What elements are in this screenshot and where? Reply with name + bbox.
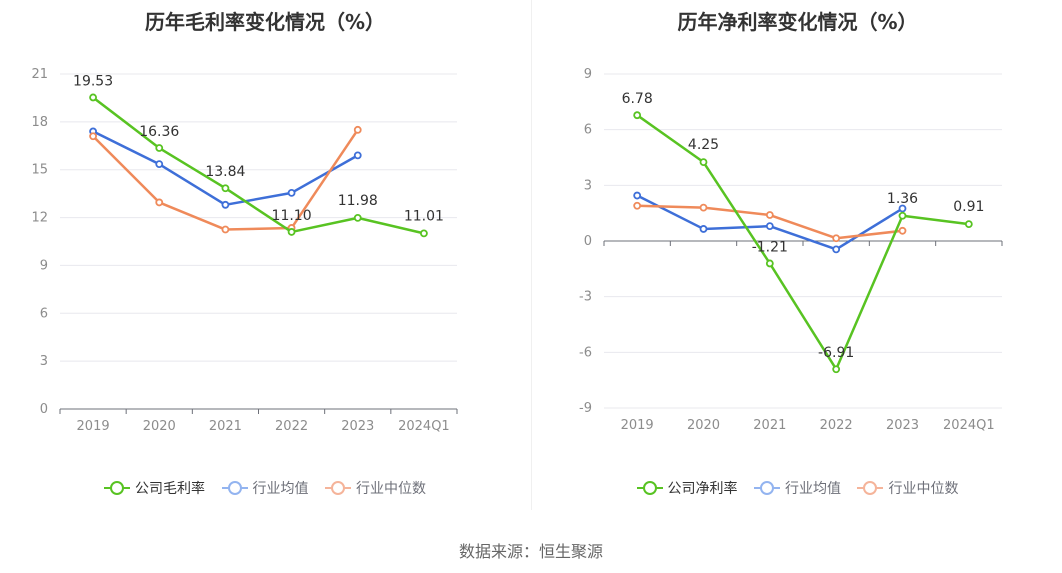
legend-item-average[interactable]: 行业均值 [754, 478, 841, 498]
legend-item-company[interactable]: 公司净利率 [636, 478, 738, 498]
data-label: 16.36 [139, 124, 179, 140]
legend-label: 行业均值 [252, 481, 309, 497]
data-label: 11.10 [272, 208, 312, 224]
legend-label: 行业中位数 [355, 481, 426, 497]
legend-item-median[interactable]: 行业中位数 [324, 478, 426, 498]
data-point [765, 211, 774, 219]
data-point [89, 93, 97, 102]
legend-label: 行业均值 [785, 481, 841, 497]
legend-line-icon [221, 481, 248, 495]
data-point [353, 213, 362, 222]
data-point [89, 132, 97, 141]
legend-line-icon [104, 481, 131, 495]
data-point [699, 203, 708, 212]
gross-margin-chart: 21 18 15 12 9 6 3 0 2019 2020 2021 2022 2023 2024Q1 19… [31, 67, 458, 434]
data-label: 11.98 [338, 193, 378, 209]
y-tick-label: -9 [579, 401, 592, 416]
x-tick-label: 2023 [886, 418, 919, 433]
chart-title: 历年净利率变化情况（%） [677, 10, 918, 34]
data-point [633, 191, 642, 200]
data-point [832, 245, 841, 254]
legend-item-average[interactable]: 行业均值 [221, 478, 309, 498]
data-point [155, 144, 164, 152]
x-tick-label: 2020 [143, 419, 176, 434]
data-point [765, 259, 774, 268]
panel-divider [531, 0, 532, 510]
data-point [699, 225, 708, 233]
data-point [155, 198, 164, 207]
series-line [92, 96, 425, 235]
legend-item-company[interactable]: 公司毛利率 [104, 478, 205, 498]
y-tick-label: 12 [31, 211, 48, 226]
legend-label: 公司净利率 [667, 481, 738, 497]
data-point [832, 234, 841, 243]
data-point [155, 160, 164, 169]
data-point [633, 111, 642, 120]
data-point [287, 228, 296, 236]
data-label: 0.91 [953, 199, 984, 215]
y-tick-label: -3 [579, 290, 592, 305]
data-point [420, 229, 428, 238]
chart-title: 历年毛利率变化情况（%） [144, 10, 386, 34]
series-line [636, 114, 969, 371]
x-tick-label: 2023 [341, 419, 374, 434]
y-tick-label: 6 [40, 306, 48, 321]
data-point [353, 125, 362, 134]
net-margin-chart: 9 6 3 0 -3 -6 -9 2019 2020 2021 2022 2023 2024Q1 6.78… [579, 67, 1003, 433]
gross-margin-chart-panel: 历年毛利率变化情况（%） 21 18 15 12 9 6 3 0 2019 2020 2021 202… [0, 0, 530, 520]
data-label: 19.53 [73, 73, 113, 89]
legend-label: 行业中位数 [888, 481, 959, 497]
x-tick-label: 2022 [820, 418, 853, 433]
data-point [699, 158, 708, 167]
data-point [353, 151, 362, 160]
data-label: 13.84 [205, 164, 245, 180]
y-tick-label: 9 [40, 258, 48, 273]
data-point [221, 225, 230, 234]
data-label: 4.25 [688, 137, 719, 153]
data-point [898, 226, 907, 235]
y-tick-label: 15 [31, 163, 48, 178]
data-label: 6.78 [622, 91, 653, 107]
y-tick-label: 9 [584, 67, 592, 82]
x-tick-label: 2024Q1 [398, 419, 450, 434]
legend-label: 公司毛利率 [135, 481, 206, 497]
x-tick-label: 2021 [209, 419, 242, 434]
legend-line-icon [324, 481, 351, 495]
data-point [633, 201, 642, 210]
data-point [287, 188, 296, 197]
y-tick-label: 0 [584, 234, 592, 249]
data-point [898, 204, 907, 213]
legend-item-median[interactable]: 行业中位数 [857, 478, 958, 498]
data-label: -6.91 [818, 345, 854, 361]
data-point [765, 222, 774, 231]
data-label: 1.36 [887, 191, 918, 207]
data-point [221, 200, 230, 209]
y-tick-label: 0 [40, 402, 48, 417]
y-tick-label: 3 [40, 354, 48, 369]
data-point [221, 184, 230, 193]
net-margin-chart-panel: 历年净利率变化情况（%） 9 6 3 0 -3 -6 -9 2019 2020 2021 2022 2… [533, 0, 1062, 520]
chart-legend: 公司毛利率 行业均值 行业中位数 [0, 478, 530, 499]
data-label: -1.21 [752, 239, 788, 255]
data-label: 11.01 [404, 208, 444, 224]
data-point [964, 220, 973, 229]
x-tick-label: 2020 [687, 418, 720, 433]
chart-legend: 公司净利率 行业均值 行业中位数 [533, 478, 1062, 499]
x-tick-label: 2019 [621, 418, 654, 433]
legend-line-icon [636, 481, 663, 495]
x-tick-label: 2021 [753, 418, 786, 433]
x-tick-label: 2024Q1 [943, 418, 995, 433]
x-tick-label: 2022 [275, 419, 308, 434]
data-point [832, 365, 841, 374]
y-tick-label: 6 [584, 123, 592, 138]
data-source: 数据来源：恒生聚源 [458, 542, 603, 561]
legend-line-icon [754, 481, 780, 495]
x-tick-label: 2019 [77, 419, 110, 434]
y-tick-label: -6 [579, 345, 592, 360]
y-tick-label: 21 [31, 67, 48, 82]
y-tick-label: 18 [31, 115, 48, 130]
data-point [898, 211, 907, 220]
y-tick-label: 3 [584, 178, 592, 193]
legend-line-icon [857, 481, 884, 495]
